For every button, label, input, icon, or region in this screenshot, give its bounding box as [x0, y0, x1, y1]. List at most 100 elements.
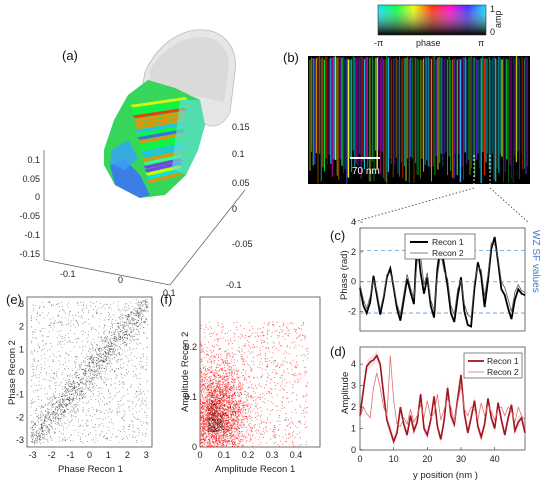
scatter-point — [99, 354, 101, 356]
scatter-point — [58, 320, 60, 322]
tick-label: 0 — [232, 204, 237, 214]
scatter-point — [135, 440, 137, 441]
scatter-point — [30, 406, 32, 408]
scatter-point — [293, 430, 295, 432]
scatter-point — [238, 409, 241, 411]
scatter-point — [303, 338, 305, 340]
scatter-point — [112, 323, 114, 325]
scatter-point — [133, 322, 135, 324]
scatter-point — [201, 428, 203, 430]
scatter-point — [90, 342, 92, 344]
scatter-point — [71, 319, 73, 321]
scatter-point — [117, 406, 119, 408]
scatter-point — [54, 420, 56, 422]
scatter-point — [266, 360, 268, 362]
scatter-point — [146, 417, 147, 418]
scatter-point — [138, 432, 140, 434]
scatter-point — [59, 396, 61, 398]
scatter-point — [146, 428, 147, 430]
scatter-point — [237, 404, 239, 406]
scatter-point — [82, 373, 84, 375]
scatter-point — [126, 319, 128, 321]
scatter-point — [89, 415, 91, 417]
scatter-point — [86, 388, 88, 390]
scatter-point — [202, 442, 204, 444]
scatter-point — [206, 436, 208, 438]
scatter-point — [99, 424, 101, 426]
scatter-point — [99, 355, 101, 357]
scatter-point — [139, 324, 141, 326]
scatter-point — [242, 430, 244, 433]
scatter-point — [221, 381, 224, 383]
scatter-point — [131, 359, 133, 361]
scatter-point — [74, 333, 76, 335]
scatter-point — [74, 326, 76, 328]
scatter-point — [42, 349, 44, 351]
scatter-point — [296, 332, 298, 334]
scatter-point — [30, 315, 32, 317]
scatter-point — [278, 429, 280, 431]
scatter-point — [127, 393, 129, 395]
scatter-point — [231, 387, 233, 389]
scatter-point — [208, 407, 210, 409]
scatter-point — [97, 367, 99, 369]
scatter-point — [94, 370, 96, 372]
scatter-point — [274, 384, 276, 386]
scatter-point — [124, 337, 126, 338]
scatter-point — [296, 361, 298, 363]
scatter-point — [103, 303, 105, 305]
scatter-point — [235, 406, 237, 408]
scatter-point — [250, 370, 252, 372]
scatter-point — [255, 430, 257, 432]
scatter-point — [213, 373, 215, 375]
scatter-point — [143, 321, 145, 323]
scatter-point — [136, 342, 138, 344]
scatter-point — [41, 405, 42, 407]
scatter-point — [75, 387, 77, 389]
scatter-point — [58, 341, 60, 343]
scatter-point — [31, 350, 33, 352]
scatter-point — [140, 405, 141, 407]
scatter-point — [100, 368, 102, 369]
scatter-point — [141, 432, 143, 434]
scatter-point — [282, 329, 284, 331]
scatter-point — [61, 415, 63, 417]
scatter-point — [137, 428, 139, 429]
scatter-point — [34, 331, 36, 333]
scatter-point — [264, 359, 266, 361]
scatter-point — [85, 379, 87, 381]
scatter-point — [300, 423, 302, 425]
scatter-point — [140, 312, 142, 314]
scatter-point — [206, 382, 209, 384]
scatter-point — [60, 396, 62, 397]
scatter-point — [108, 357, 110, 358]
scatter-point — [284, 385, 286, 387]
scatter-point — [76, 382, 78, 384]
scatter-point — [120, 316, 122, 318]
scatter-point — [73, 407, 75, 409]
scatter-point — [35, 319, 37, 321]
scatter-point — [120, 338, 122, 340]
scatter-point — [39, 417, 41, 419]
scatter-point — [83, 429, 85, 431]
scatter-point — [78, 382, 80, 384]
scatter-point — [250, 351, 252, 353]
scatter-point — [231, 417, 233, 419]
scatter-point — [58, 343, 60, 345]
scatter-point — [253, 388, 255, 390]
scatter-point — [110, 328, 112, 329]
scatter-point — [147, 407, 149, 409]
scatter-point — [89, 365, 91, 367]
scatter-point — [110, 341, 112, 343]
scatter-point — [126, 372, 128, 374]
scatter-point — [222, 401, 224, 403]
scatter-point — [122, 308, 124, 310]
scatter-point — [294, 409, 296, 411]
scatter-point — [226, 332, 228, 334]
scatter-point — [39, 436, 41, 438]
scatter-point — [248, 425, 250, 427]
scatter-point — [88, 366, 90, 367]
scatter-point — [101, 306, 103, 308]
scatter-point — [299, 437, 301, 439]
scatter-point — [90, 420, 92, 421]
